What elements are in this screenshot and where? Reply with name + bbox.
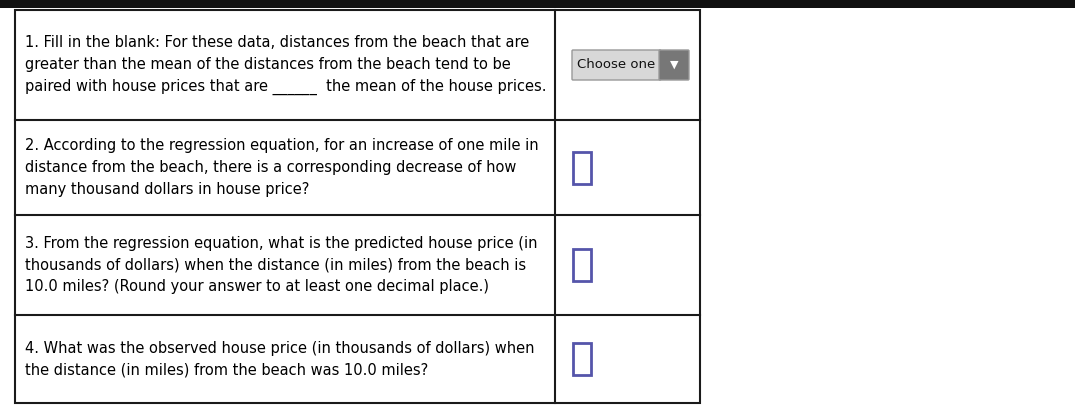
Bar (573, 343, 591, 375)
Bar (573, 151, 591, 183)
Bar (573, 249, 591, 281)
Text: 4. What was the observed house price (in thousands of dollars) when
the distance: 4. What was the observed house price (in… (25, 341, 534, 377)
FancyBboxPatch shape (572, 50, 661, 80)
Text: Choose one: Choose one (577, 58, 656, 72)
FancyBboxPatch shape (659, 50, 689, 80)
Text: 1. Fill in the blank: For these data, distances from the beach that are
greater : 1. Fill in the blank: For these data, di… (25, 35, 546, 95)
Bar (15, 10, 700, 403)
Text: ▼: ▼ (670, 60, 678, 70)
Text: 2. According to the regression equation, for an increase of one mile in
distance: 2. According to the regression equation,… (25, 139, 539, 196)
Bar (0, 0, 1075, 8)
Text: 3. From the regression equation, what is the predicted house price (in
thousands: 3. From the regression equation, what is… (25, 236, 538, 294)
